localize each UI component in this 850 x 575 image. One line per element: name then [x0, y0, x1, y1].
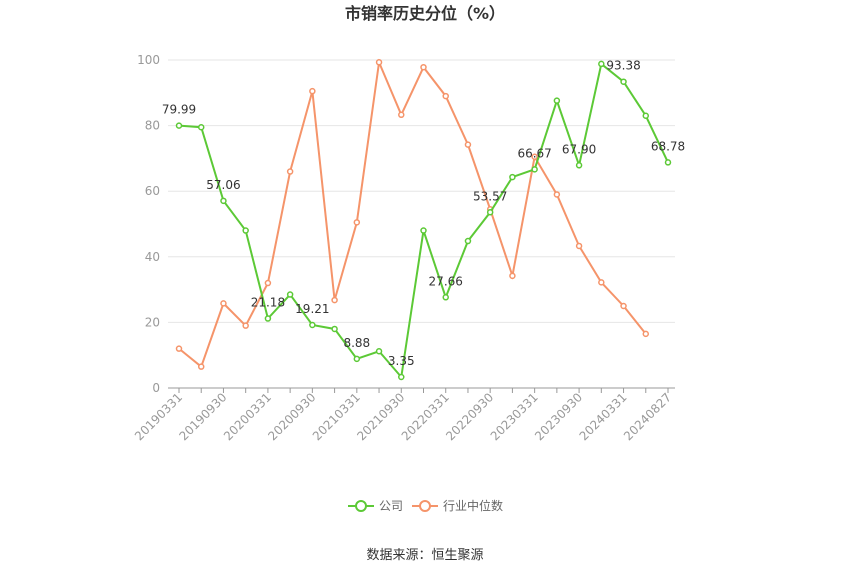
series-point — [509, 173, 516, 181]
data-label: 27.66 — [429, 274, 463, 288]
legend-item-company[interactable]: 公司 — [348, 499, 403, 513]
series-point — [420, 227, 427, 234]
series-point — [309, 87, 316, 95]
series-point — [553, 97, 561, 104]
series-point — [220, 300, 227, 307]
data-label: 66.67 — [517, 146, 551, 160]
series-point — [353, 219, 361, 226]
series-point — [220, 197, 227, 205]
x-tick-label: 20240827 — [621, 390, 674, 443]
series-point — [286, 291, 294, 298]
series-point — [197, 123, 205, 131]
series-point — [309, 321, 316, 329]
data-label: 93.38 — [606, 59, 640, 73]
series-point — [420, 63, 427, 71]
series-point — [531, 153, 538, 161]
series-point — [331, 296, 338, 304]
series-point — [375, 59, 383, 66]
series-point — [464, 237, 472, 245]
series-point — [664, 159, 672, 166]
series-point — [398, 111, 405, 119]
data-label: 53.57 — [473, 189, 507, 203]
series-point — [442, 92, 449, 100]
series-point — [242, 322, 249, 329]
y-tick-label: 60 — [145, 184, 160, 198]
y-tick-label: 20 — [145, 315, 160, 329]
legend-marker-company — [355, 500, 367, 512]
legend-label-industry: 行业中位数 — [443, 498, 503, 513]
legend-item-industry[interactable]: 行业中位数 — [412, 498, 503, 513]
legend-marker-industry — [419, 500, 431, 512]
series-layer — [175, 58, 672, 381]
series-point — [242, 227, 249, 234]
series-point — [331, 325, 338, 333]
series-point — [175, 122, 183, 129]
series-point — [642, 330, 650, 338]
series-point — [620, 78, 627, 85]
y-tick-label: 40 — [145, 250, 160, 264]
data-labels: 79.99 57.06 21.18 19.21 8.88 3.35 27.66 53.57 66… — [162, 59, 685, 368]
data-label: 8.88 — [343, 336, 370, 350]
series-point — [575, 162, 583, 169]
series-point — [531, 166, 538, 173]
series-point — [509, 272, 516, 280]
series-point — [264, 315, 272, 322]
series-line — [178, 58, 647, 369]
y-tick-label: 100 — [137, 53, 160, 67]
x-axis: 2019033120190930202003312020093020210331… — [132, 387, 675, 443]
data-label: 57.06 — [206, 178, 240, 192]
y-axis: 0 20 40 60 80 100 — [137, 53, 160, 395]
legend-label-company: 公司 — [379, 499, 403, 513]
series-point — [486, 209, 494, 216]
series-point — [598, 279, 605, 286]
series-point — [375, 348, 383, 355]
series-point — [575, 242, 583, 250]
data-label: 21.18 — [251, 296, 285, 310]
source-note: 数据来源：恒生聚源 — [366, 548, 483, 563]
series-point — [553, 191, 561, 198]
chart-title: 市销率历史分位（%） — [345, 4, 505, 23]
series-point — [398, 373, 405, 381]
y-tick-label: 0 — [152, 381, 160, 395]
series-point — [464, 141, 472, 148]
data-label: 79.99 — [162, 103, 196, 117]
data-label: 19.21 — [295, 302, 329, 316]
series-point — [264, 279, 272, 287]
series-point — [353, 355, 361, 363]
series-point — [175, 345, 183, 352]
data-label: 68.78 — [651, 139, 685, 153]
legend[interactable]: 公司 行业中位数 — [348, 498, 503, 513]
series-point — [286, 168, 294, 175]
series-point — [642, 112, 650, 120]
data-label: 3.35 — [388, 354, 415, 368]
y-tick-label: 80 — [145, 119, 160, 133]
series-point — [598, 60, 605, 68]
series-point — [197, 363, 205, 370]
series-point — [442, 294, 449, 301]
series-line — [178, 62, 669, 380]
series-point — [620, 302, 627, 310]
data-label: 67.90 — [562, 142, 596, 156]
